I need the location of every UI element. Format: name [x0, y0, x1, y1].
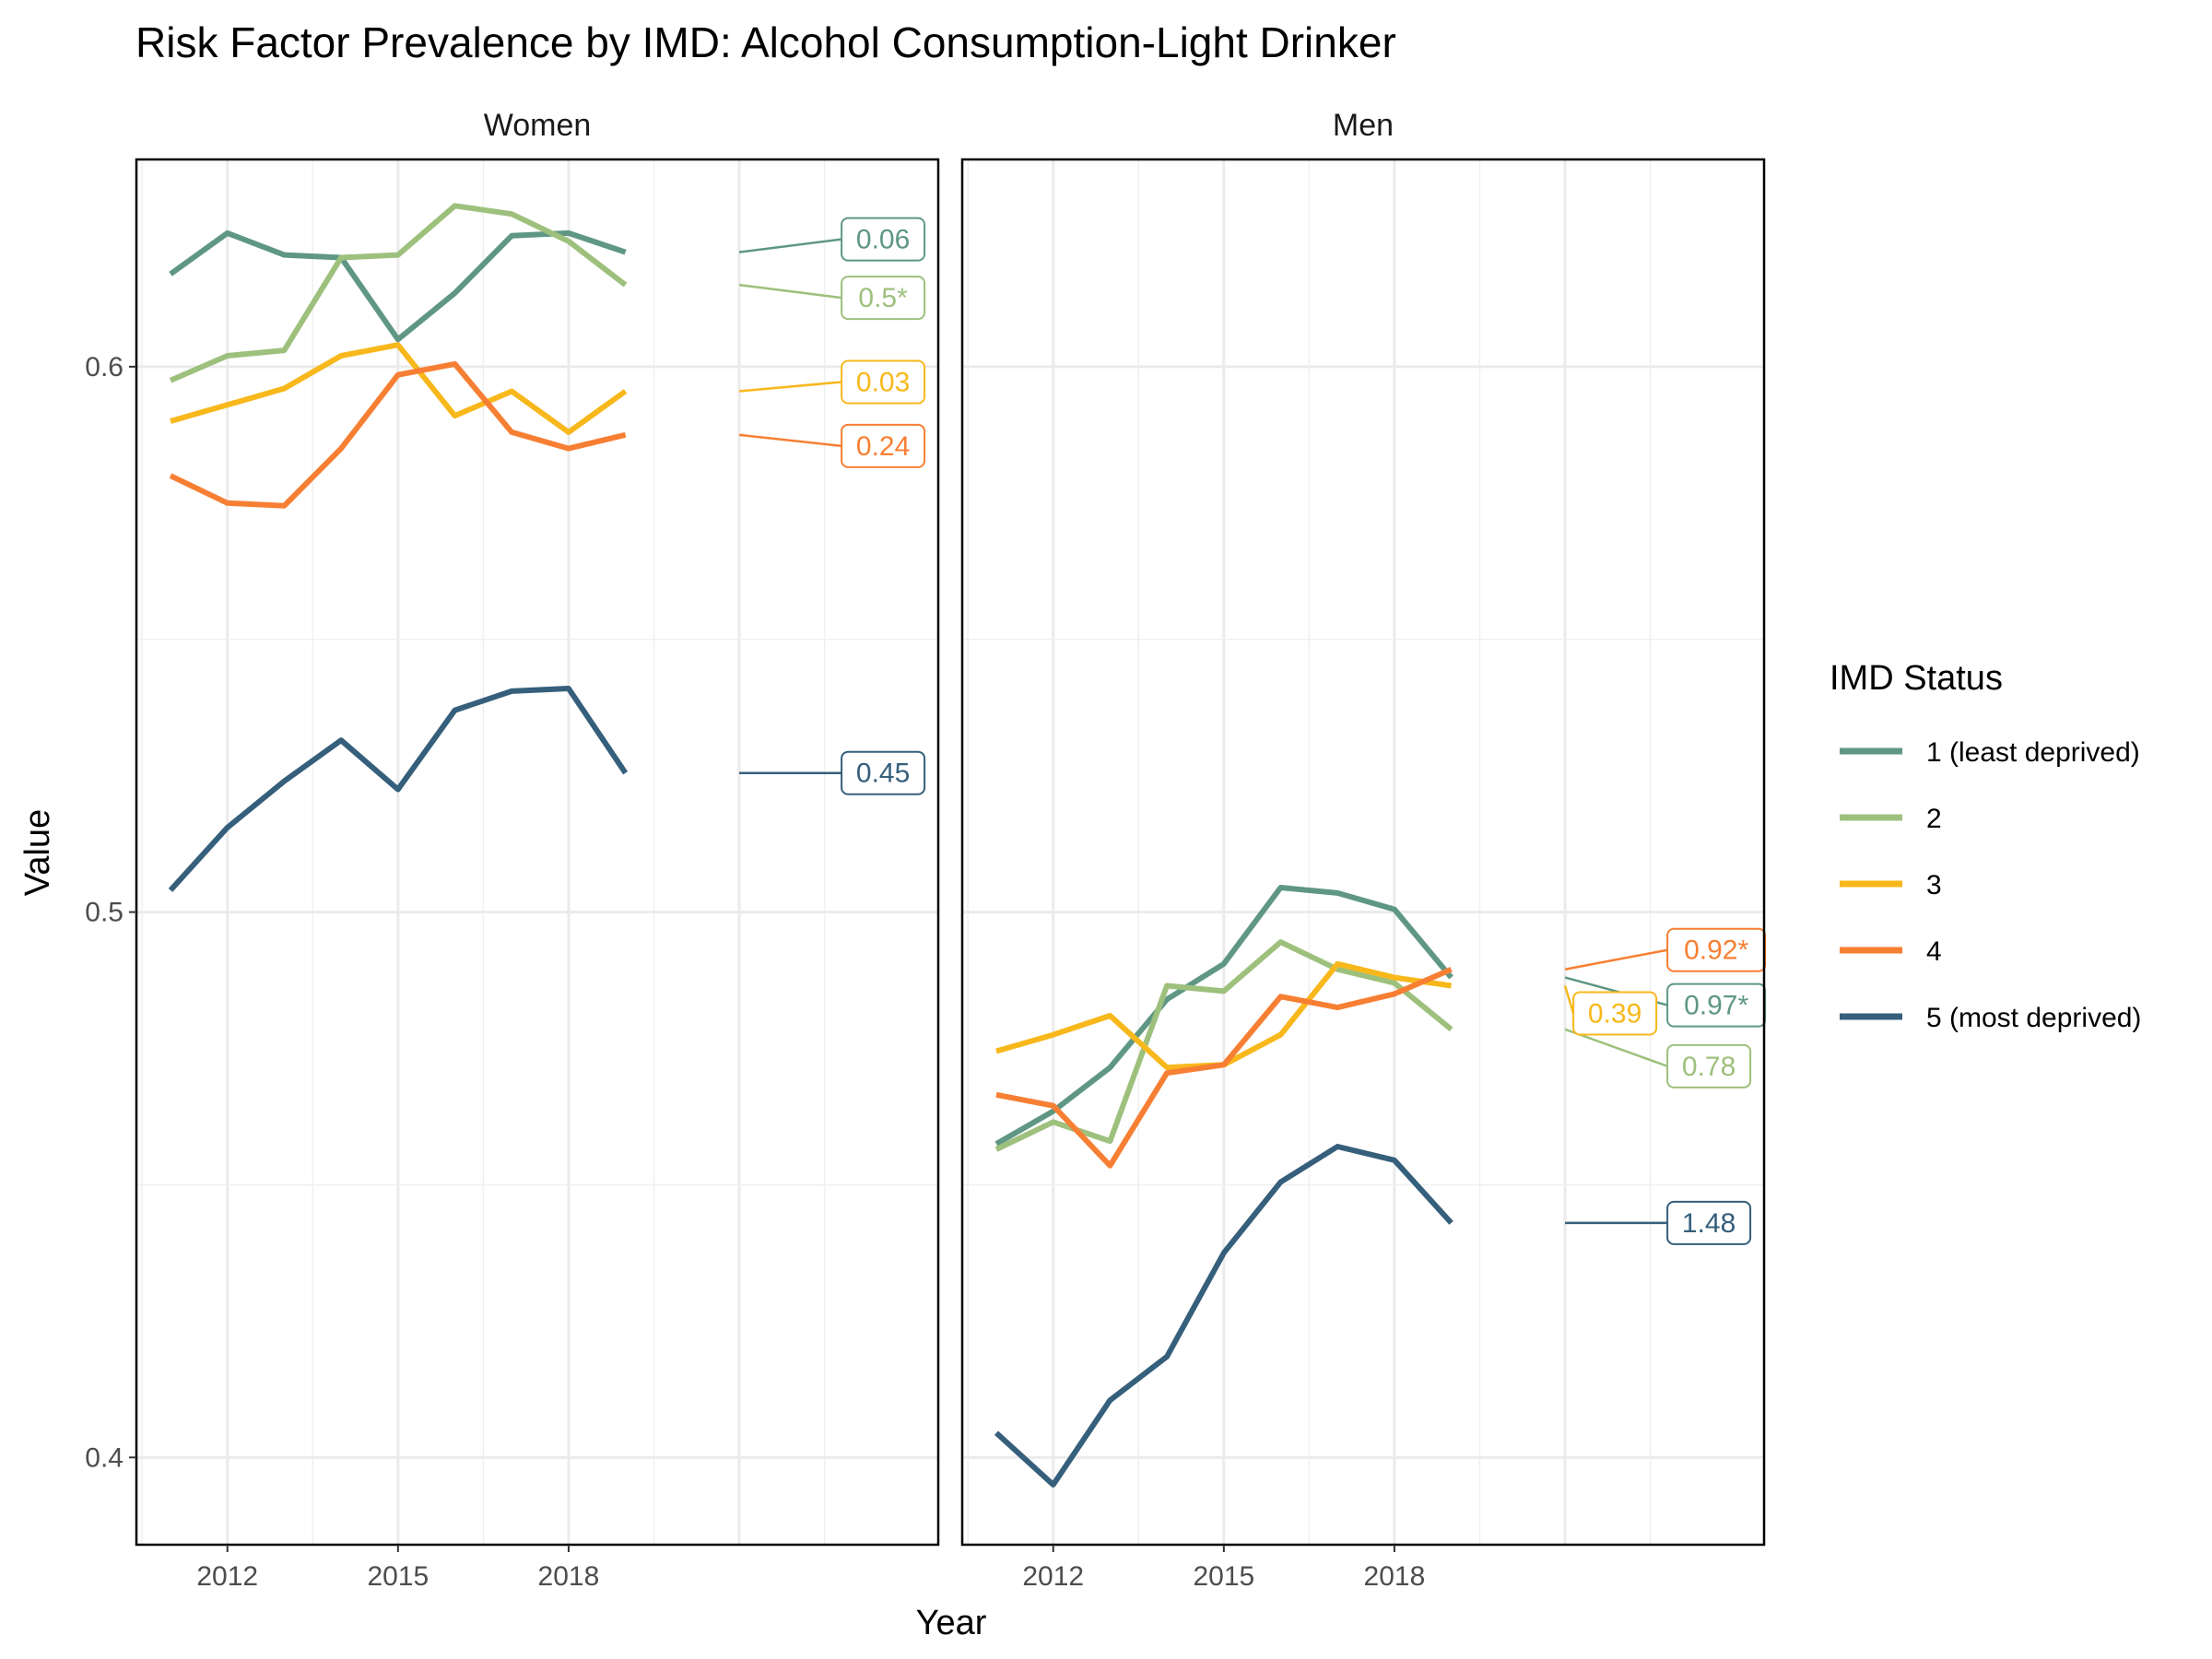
x-axis-title: Year: [916, 1604, 987, 1642]
end-label-5: 1.48: [1682, 1208, 1735, 1239]
series-lines-men: [994, 885, 1453, 1488]
end-label-box-4: [841, 423, 926, 468]
series-line-4: [995, 966, 1453, 1169]
x-tick-label: 2018: [1364, 1561, 1426, 1592]
label-connector-4: [1564, 948, 1668, 971]
label-connector-4: [738, 433, 842, 448]
end-label-4: 0.92*: [1684, 935, 1748, 966]
chart-title: Risk Factor Prevalence by IMD: Alcohol C…: [135, 18, 1396, 66]
label-connector-3: [1563, 985, 1575, 1014]
panel-border-men: [960, 158, 1766, 1547]
grid-women: [136, 159, 938, 1545]
end-label-box-3: [841, 359, 926, 405]
end-label-2: 0.78: [1682, 1052, 1735, 1082]
end-label-box-2: [841, 276, 926, 321]
end-labels-women: 0.06 0.5* 0.03 0.24 0.45: [738, 217, 926, 795]
end-label-box-2: [1666, 1043, 1752, 1088]
end-label-box-3: [1572, 991, 1658, 1036]
series-line-1: [994, 885, 1453, 1147]
grid-men: [962, 159, 1764, 1545]
legend-items: 1 (least deprived) 2 3 4 5 (most deprived): [1840, 737, 2141, 1033]
x-tick-label: 2012: [196, 1561, 258, 1592]
legend-label-2: 2: [1926, 804, 1942, 834]
end-label-box-1: [841, 217, 926, 262]
y-axis-ticks: 0.4 0.5 0.6: [85, 352, 136, 1473]
series-line-5: [994, 1144, 1453, 1488]
x-tick-label: 2018: [538, 1561, 600, 1592]
x-tick-label: 2015: [367, 1561, 429, 1592]
label-connector-2: [738, 283, 842, 300]
series-line-4: [169, 360, 627, 509]
label-connector-2: [1564, 1028, 1668, 1067]
series-line-2: [169, 203, 628, 383]
y-tick-label: 0.6: [85, 352, 124, 382]
legend-label-5: 5 (most deprived): [1926, 1003, 2141, 1033]
panel-women: Women 0.06 0.5* 0.03 0.24 0.45 2012 2015 2018: [135, 108, 940, 1592]
end-label-1: 0.97*: [1684, 991, 1748, 1021]
legend-title: IMD Status: [1830, 659, 2003, 698]
series-line-5: [168, 686, 629, 892]
end-label-2: 0.5*: [858, 283, 908, 313]
end-label-box-5: [1666, 1200, 1752, 1245]
label-connector-1: [738, 238, 842, 253]
end-label-3: 0.03: [856, 367, 910, 397]
y-tick-label: 0.4: [85, 1442, 124, 1473]
panel-men: Men 0.97* 0.78 0.39 0.92* 1.48 2012 2015 2018: [960, 108, 1767, 1592]
legend-label-1: 1 (least deprived): [1926, 737, 2140, 768]
label-connector-3: [738, 381, 842, 393]
end-label-3: 0.39: [1588, 998, 1641, 1029]
legend: IMD Status 1 (least deprived) 2 3 4 5 (most …: [1830, 659, 2141, 1033]
legend-label-3: 3: [1926, 870, 1942, 900]
panel-border-women: [135, 158, 940, 1547]
x-ticks-women: 2012 2015 2018: [196, 1545, 599, 1592]
x-tick-label: 2012: [1022, 1561, 1084, 1592]
x-ticks-men: 2012 2015 2018: [1022, 1545, 1425, 1592]
end-label-5: 0.45: [856, 759, 910, 789]
end-label-box-5: [841, 750, 926, 795]
series-line-3: [170, 342, 628, 435]
panel-title-women: Women: [484, 108, 592, 143]
end-label-1: 0.06: [856, 225, 910, 255]
end-labels-men: 0.97* 0.78 0.39 0.92* 1.48: [1563, 927, 1767, 1245]
end-label-4: 0.24: [856, 431, 910, 462]
legend-label-4: 4: [1926, 936, 1942, 967]
panel-title-men: Men: [1333, 108, 1394, 143]
y-axis-title: Value: [18, 809, 57, 896]
y-tick-label: 0.5: [85, 898, 124, 928]
x-tick-label: 2015: [1193, 1561, 1254, 1592]
series-lines-women: [168, 203, 629, 892]
